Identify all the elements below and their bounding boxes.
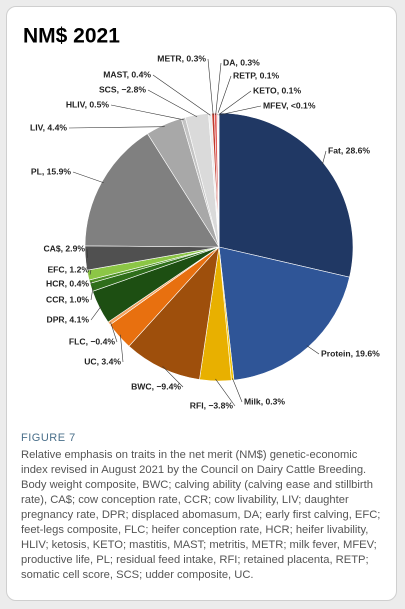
chart: NM$ 2021 Fat, 28.6% Protein, 19.6% Milk, 0…: [23, 25, 380, 411]
leader-line: [147, 89, 198, 118]
leader-line: [217, 75, 232, 116]
figure-card: NM$ 2021 Fat, 28.6% Protein, 19.6% Milk, 0…: [6, 6, 397, 601]
leader-line: [72, 171, 104, 184]
slice-label: Protein, 19.6%: [321, 348, 380, 358]
leader-line: [218, 105, 262, 116]
leader-line: [215, 62, 222, 116]
slice-label: LIV, 4.4%: [30, 122, 67, 132]
pie-slice: [218, 112, 354, 278]
leader-line: [152, 74, 211, 116]
slice-label: METR, 0.3%: [157, 53, 206, 63]
pie-slice: [218, 246, 350, 381]
chart-title: NM$ 2021: [23, 25, 120, 48]
slice-label: Fat, 28.6%: [328, 145, 370, 155]
slice-label: DA, 0.3%: [223, 57, 260, 67]
slice-label: HCR, 0.4%: [46, 278, 89, 288]
slice-label: UC, 3.4%: [84, 356, 121, 366]
leader-line: [306, 345, 320, 355]
leader-line: [90, 306, 102, 321]
leader-line: [110, 322, 118, 343]
slice-label: HLIV, 0.5%: [66, 99, 110, 109]
slice-label: FLC, −0.4%: [69, 336, 115, 346]
leader-line: [232, 378, 243, 403]
leader-line: [90, 286, 94, 301]
leader-line: [215, 378, 236, 407]
leader-line: [207, 58, 214, 116]
slice-label: CCR, 1.0%: [46, 294, 89, 304]
slice-label: EFC, 1.2%: [47, 264, 89, 274]
slice-label: BWC, −9.4%: [131, 381, 181, 391]
slice-label: MFEV, <0.1%: [263, 100, 316, 110]
slice-label: CA$, 2.9%: [43, 243, 85, 253]
slice-label: PL, 15.9%: [31, 166, 71, 176]
leader-line: [322, 150, 327, 165]
leader-line: [68, 126, 165, 129]
leader-line: [162, 366, 184, 388]
slice-label: SCS, −2.8%: [99, 84, 146, 94]
slice-label: MAST, 0.4%: [103, 69, 151, 79]
pie-slice: [128, 246, 220, 380]
slice-label: Milk, 0.3%: [244, 396, 285, 406]
leader-line: [217, 90, 252, 116]
slice-label: KETO, 0.1%: [253, 85, 301, 95]
leader-line: [89, 269, 92, 275]
slice-label: RETP, 0.1%: [233, 70, 280, 80]
pie-slice: [84, 133, 220, 248]
leader-line: [120, 334, 124, 363]
caption-label: FIGURE 7: [21, 432, 76, 444]
caption-text: Relative emphasis on traits in the net m…: [21, 449, 381, 581]
slice-label: DPR, 4.1%: [46, 314, 89, 324]
slice-label: RFI, −3.8%: [190, 400, 234, 410]
leader-line: [110, 104, 184, 121]
